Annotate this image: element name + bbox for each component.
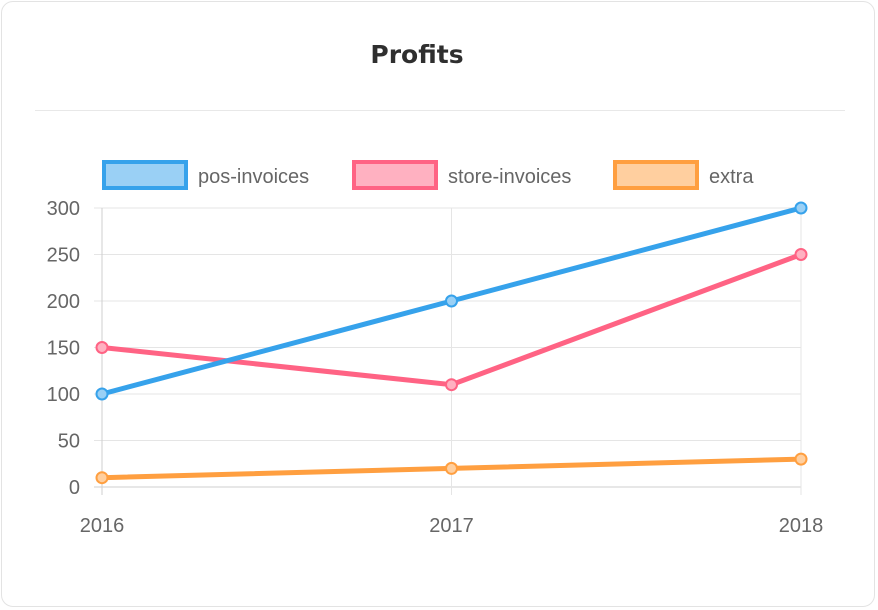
data-point-store-invoices[interactable] <box>445 378 458 392</box>
data-point-pos-invoices[interactable] <box>794 201 808 215</box>
data-point-extra[interactable] <box>95 471 109 485</box>
y-tick-label: 200 <box>47 291 80 313</box>
y-tick-label: 150 <box>47 338 80 360</box>
legend: pos-invoices store-invoices extra <box>102 160 754 190</box>
x-axis: 2016 2017 2018 <box>80 515 824 537</box>
data-point-pos-invoices[interactable] <box>445 294 458 308</box>
legend-swatch-pos-invoices[interactable] <box>102 160 188 190</box>
y-tick-label: 0 <box>69 477 80 499</box>
title-divider <box>35 110 845 111</box>
series-group <box>95 201 808 485</box>
y-tick-label: 250 <box>47 245 80 267</box>
x-tick-label: 2016 <box>80 515 125 537</box>
legend-label[interactable]: store-invoices <box>448 166 571 188</box>
card-title: Profits <box>370 40 464 69</box>
legend-label[interactable]: pos-invoices <box>198 166 309 188</box>
y-tick-label: 100 <box>47 384 80 406</box>
legend-label[interactable]: extra <box>709 166 754 188</box>
data-point-store-invoices[interactable] <box>794 248 808 261</box>
legend-swatch-store-invoices[interactable] <box>352 160 438 190</box>
x-tick-label: 2017 <box>429 515 474 537</box>
y-tick-label: 300 <box>47 198 80 220</box>
y-axis: 0 50 100 150 200 250 300 <box>47 198 80 499</box>
grid-lines <box>94 207 802 495</box>
data-point-pos-invoices[interactable] <box>95 387 109 401</box>
legend-swatch-extra[interactable] <box>613 160 699 190</box>
data-point-extra[interactable] <box>445 461 458 475</box>
data-point-extra[interactable] <box>794 452 808 466</box>
x-tick-label: 2018 <box>779 515 824 537</box>
data-point-store-invoices[interactable] <box>95 341 109 354</box>
y-tick-label: 50 <box>58 431 80 453</box>
